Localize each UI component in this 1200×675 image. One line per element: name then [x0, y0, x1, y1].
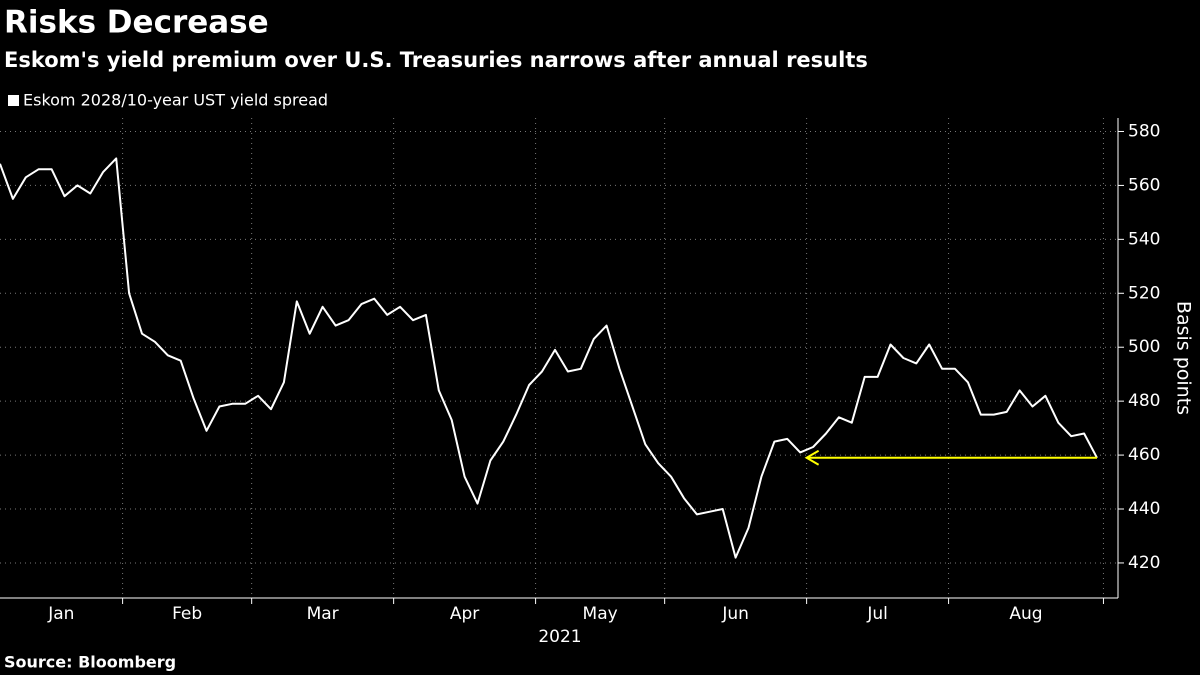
chart-subtitle: Eskom's yield premium over U.S. Treasuri… — [4, 48, 868, 72]
legend-swatch — [8, 95, 19, 106]
data-line — [0, 157, 1098, 559]
y-tick-label: 580 — [1128, 121, 1160, 141]
x-tick-label: Apr — [450, 604, 479, 624]
x-tick-label: Aug — [1009, 604, 1042, 624]
x-tick-label: Jul — [866, 604, 888, 624]
y-tick-label: 460 — [1128, 445, 1160, 465]
x-tick-label: Feb — [172, 604, 202, 624]
x-tick-label: May — [583, 604, 618, 624]
legend-label: Eskom 2028/10-year UST yield spread — [23, 91, 328, 110]
y-axis-label: Basis points — [1173, 301, 1195, 415]
chart-title: Risks Decrease — [4, 5, 269, 41]
x-tick-label: Jun — [721, 604, 749, 624]
y-tick-label: 500 — [1128, 337, 1160, 357]
y-tick-label: 440 — [1128, 499, 1160, 519]
y-tick-label: 520 — [1128, 283, 1160, 303]
x-tick-label: Jan — [47, 604, 74, 624]
y-tick-label: 560 — [1128, 175, 1160, 195]
source: Source: Bloomberg — [4, 653, 176, 672]
x-axis-label: 2021 — [538, 627, 581, 647]
y-tick-label: 420 — [1128, 553, 1160, 573]
y-tick-label: 540 — [1128, 229, 1160, 249]
x-tick-label: Mar — [307, 604, 339, 624]
annotation-arrowhead — [804, 449, 820, 466]
y-tick-label: 480 — [1128, 391, 1160, 411]
